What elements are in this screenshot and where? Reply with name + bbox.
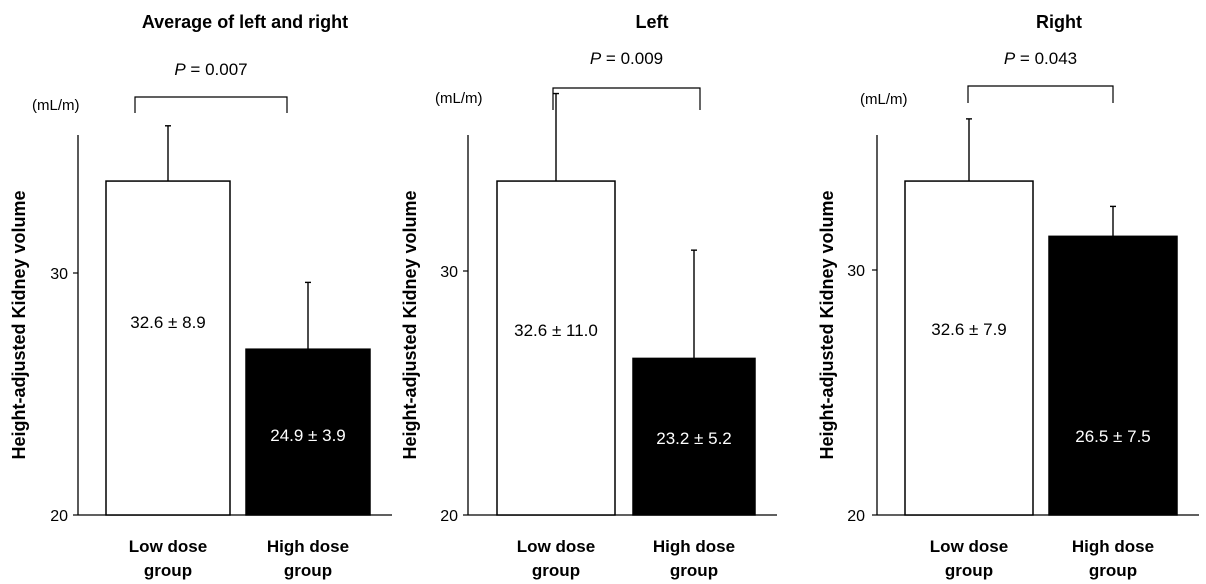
y-axis-label: Height-adjusted Kidney volume: [817, 190, 837, 459]
category-label: High dose group: [267, 537, 349, 580]
bar-low-dose: [105, 180, 231, 516]
chart-title: Left: [636, 12, 669, 32]
y-tick-label: 30: [847, 263, 865, 280]
p-value-label: P = 0.009: [590, 49, 663, 68]
y-tick-label: 20: [440, 508, 458, 525]
category-label: Low dose group: [517, 537, 595, 580]
chart-panel-2: Left P = 0.009 (mL/m) Height-adjusted Kidne…: [400, 12, 777, 580]
bar-high-dose: [1048, 235, 1178, 516]
category-label: Low dose group: [129, 537, 207, 580]
chart-panel-3: Right P = 0.043 (mL/m) Height-adjusted Kidn…: [817, 12, 1199, 580]
data-label: 32.6 ± 8.9: [130, 313, 206, 332]
significance-bracket: [134, 96, 288, 113]
chart-title: Right: [1036, 12, 1082, 32]
y-axis-label: Height-adjusted Kidney volume: [9, 190, 29, 459]
data-label: 32.6 ± 11.0: [514, 321, 598, 340]
data-label: 24.9 ± 3.9: [270, 426, 346, 445]
significance-bracket: [552, 87, 701, 110]
y-tick-label: 20: [50, 508, 68, 525]
y-unit-label: (mL/m): [32, 97, 80, 114]
y-tick-label: 20: [847, 508, 865, 525]
chart-panel-1: Average of left and right P = 0.007 (mL/m)…: [9, 12, 392, 580]
p-value-label: P = 0.007: [174, 60, 247, 79]
chart-title: Average of left and right: [142, 12, 348, 32]
data-label: 26.5 ± 7.5: [1075, 427, 1151, 446]
p-value-label: P = 0.043: [1004, 49, 1077, 68]
y-unit-label: (mL/m): [860, 91, 908, 108]
significance-bracket: [967, 85, 1114, 103]
category-label: High dose group: [1072, 537, 1154, 580]
category-label: High dose group: [653, 537, 735, 580]
y-tick-label: 30: [50, 266, 68, 283]
bar-high-dose: [632, 357, 756, 516]
data-label: 23.2 ± 5.2: [656, 429, 732, 448]
y-tick-label: 30: [440, 264, 458, 281]
bar-low-dose: [496, 180, 616, 516]
bar-low-dose: [904, 180, 1034, 516]
bar-high-dose: [245, 348, 371, 516]
y-unit-label: (mL/m): [435, 90, 483, 107]
data-label: 32.6 ± 7.9: [931, 320, 1007, 339]
category-label: Low dose group: [930, 537, 1008, 580]
y-axis-label: Height-adjusted Kidney volume: [400, 190, 420, 459]
